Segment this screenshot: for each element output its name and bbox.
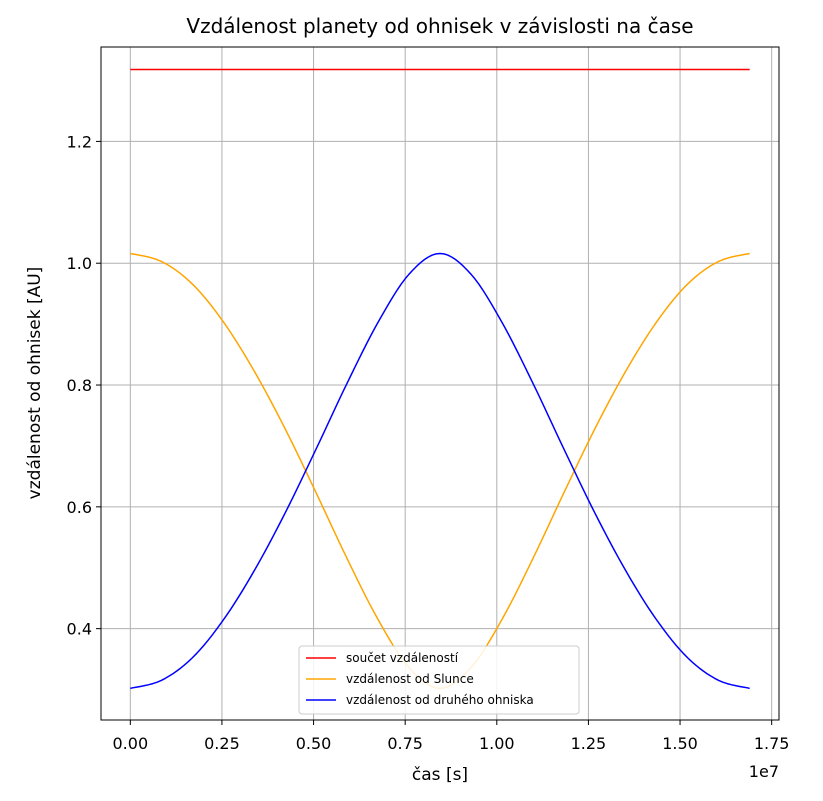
series-line (130, 252, 750, 690)
y-axis-label: vzdálenost od ohnisek [AU] (25, 267, 45, 500)
legend-entry: vzdálenost od druhého ohniska (346, 693, 534, 707)
y-tick-label: 0.4 (67, 620, 92, 639)
x-tick-label: 0.25 (204, 734, 240, 753)
x-tick-label: 0.50 (296, 734, 332, 753)
x-tick-label: 1.50 (662, 734, 698, 753)
y-tick-label: 0.6 (67, 498, 92, 517)
legend-box (298, 645, 580, 715)
grid (101, 47, 779, 720)
plot-frame (100, 46, 780, 721)
legend: součet vzdáleností vzdálenost od Slunce vz… (298, 645, 580, 715)
y-tick-label: 1.0 (67, 254, 92, 273)
x-axis-label: čas [s] (412, 765, 468, 785)
axis-ticks: 0.00 0.25 0.50 0.75 1.00 1.25 1.50 1.75 0.4 0.6 0.… (67, 132, 790, 753)
x-tick-label: 0.75 (387, 734, 423, 753)
x-tick-label: 1.25 (571, 734, 607, 753)
chart-title: Vzdálenost planety od ohnisek v závislos… (186, 14, 693, 38)
legend-entry: vzdálenost od Slunce (346, 672, 474, 686)
x-axis-offset-label: 1e7 (749, 762, 779, 781)
x-tick-label: 0.00 (113, 734, 149, 753)
x-tick-label: 1.75 (754, 734, 790, 753)
y-tick-label: 0.8 (67, 376, 92, 395)
x-tick-label: 1.00 (479, 734, 515, 753)
legend-entry: součet vzdáleností (346, 651, 459, 665)
y-tick-label: 1.2 (67, 132, 92, 151)
